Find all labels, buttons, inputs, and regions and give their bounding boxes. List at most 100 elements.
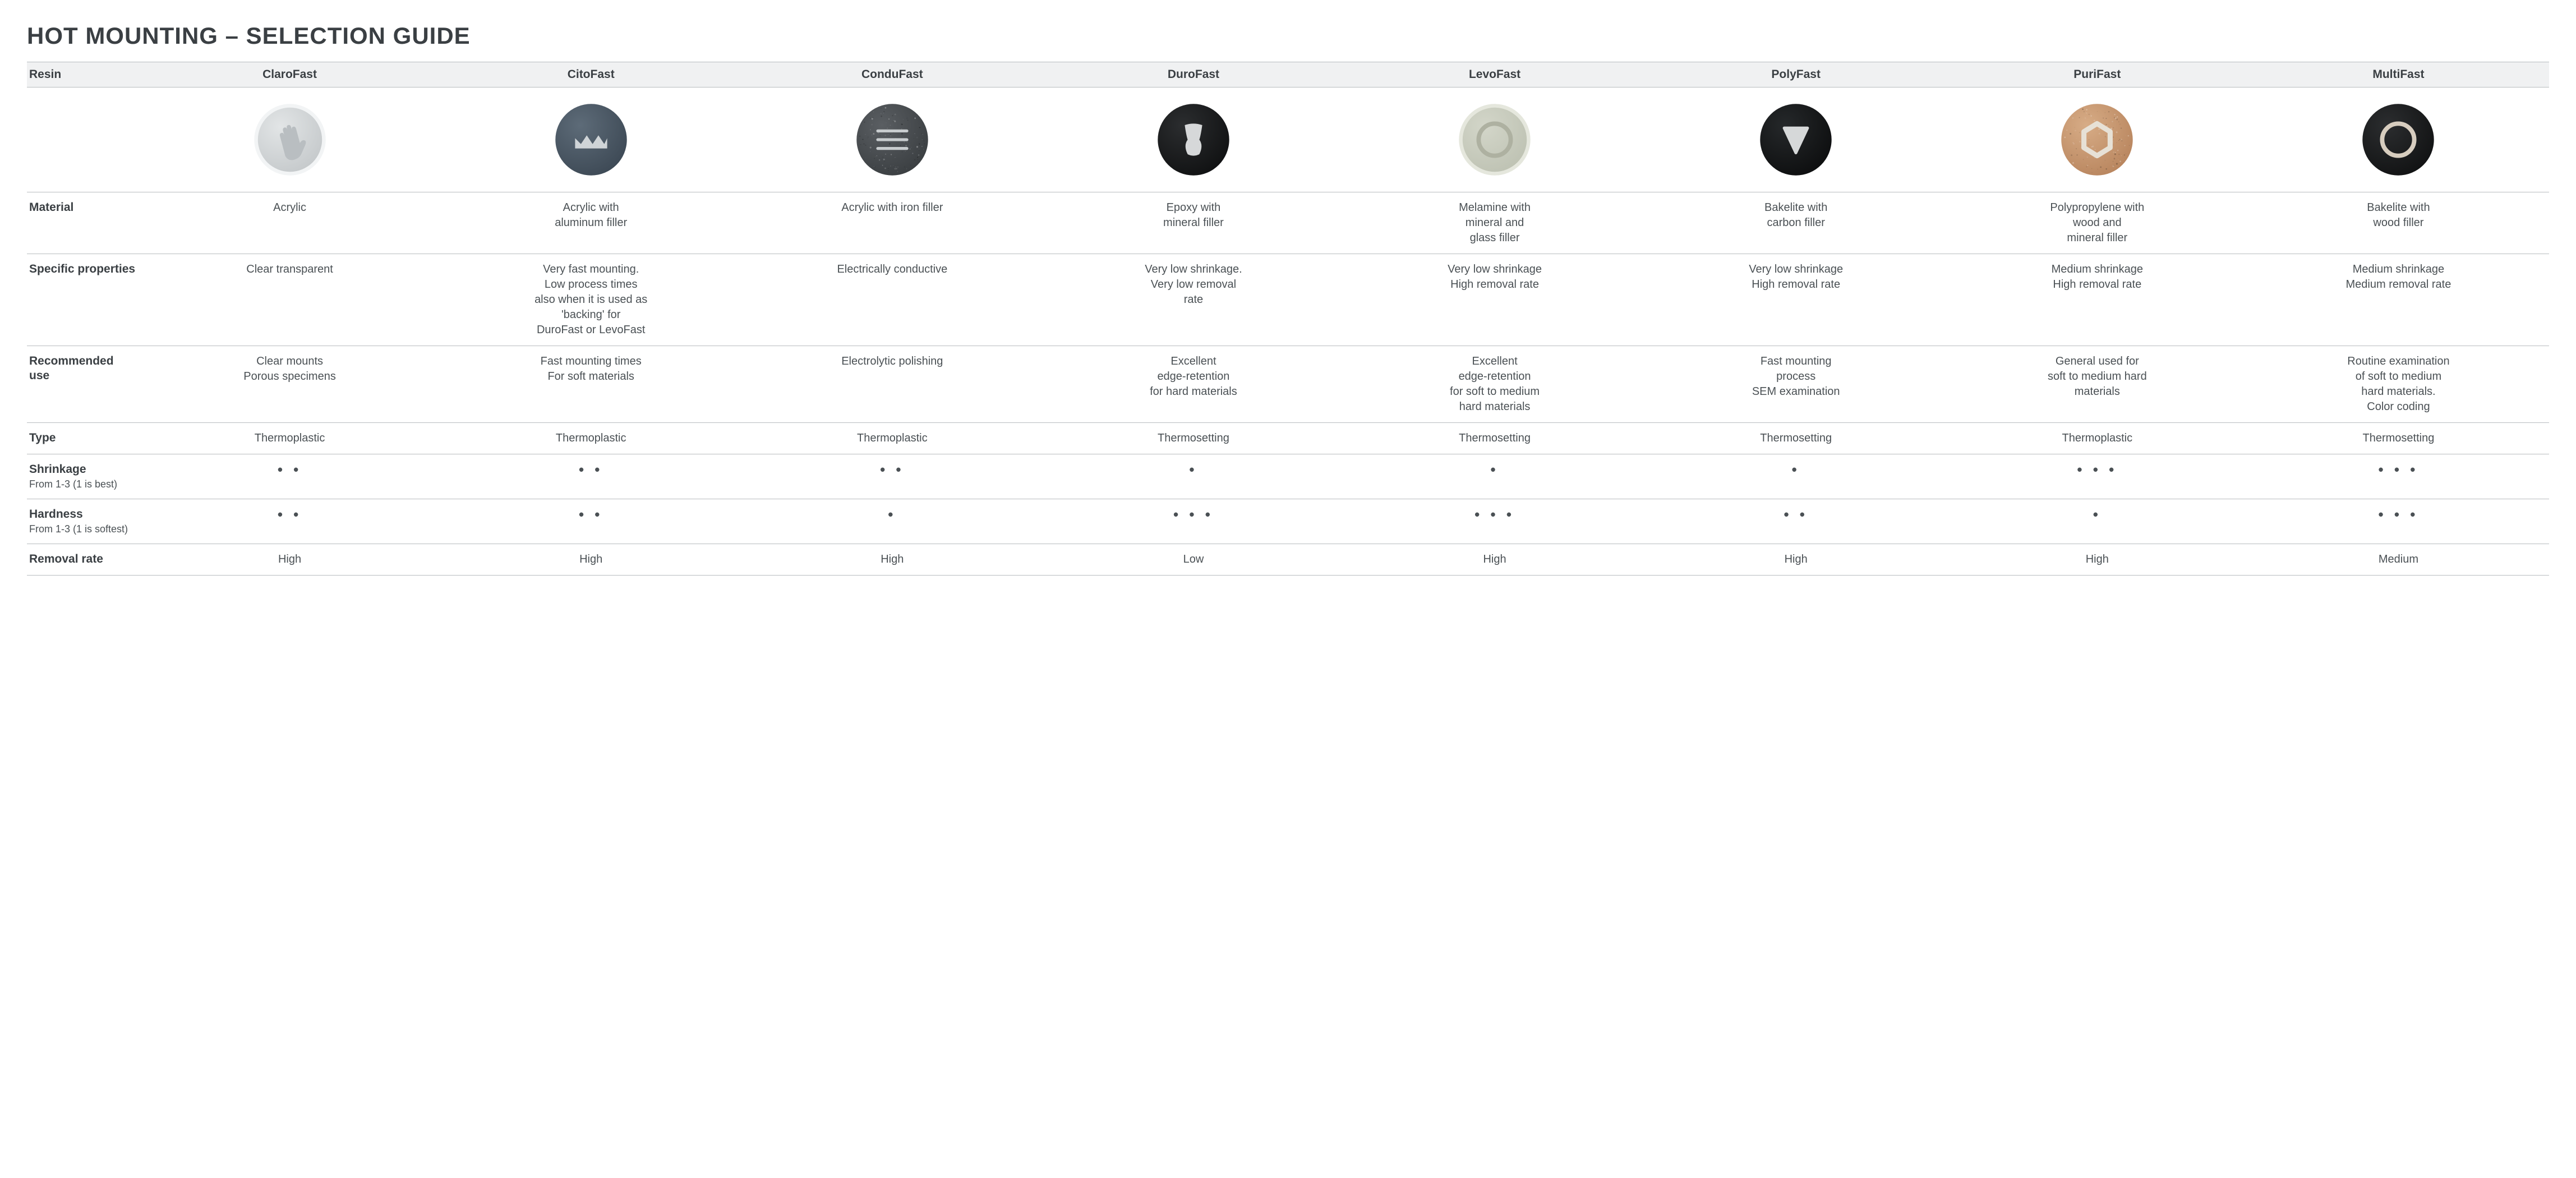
clarofast-disc-icon [254, 103, 326, 176]
row-label: HardnessFrom 1-3 (1 is softest) [27, 507, 139, 536]
column-header: PuriFast [1947, 66, 2248, 84]
table-cell: High [1344, 552, 1646, 567]
table-cell: Fast mounting times For soft materials [440, 354, 741, 384]
table-cell: Epoxy with mineral filler [1043, 200, 1344, 231]
table-row: Removal rateHighHighHighLowHighHighHighM… [27, 544, 2549, 576]
table-cell: • • [139, 462, 440, 479]
table-cell: • • [440, 507, 741, 524]
column-header: DuroFast [1043, 66, 1344, 84]
column-header: MultiFast [2248, 66, 2549, 84]
table-cell: Melamine with mineral and glass filler [1344, 200, 1646, 246]
row-label: Type [27, 431, 139, 445]
table-cell: Medium shrinkage High removal rate [1947, 262, 2248, 292]
rating-dots: • • • [2379, 461, 2419, 478]
table-cell: • • • [1043, 507, 1344, 524]
table-cell: • [1043, 462, 1344, 479]
table-cell: Acrylic with iron filler [741, 200, 1043, 215]
table-cell: Acrylic with aluminum filler [440, 200, 741, 231]
table-cell: • [1947, 507, 2248, 524]
table-cell: Thermoplastic [139, 431, 440, 446]
table-cell: • • [1646, 507, 1947, 524]
rating-dots: • [1491, 461, 1499, 478]
rating-dots: • • • [2077, 461, 2117, 478]
row-label: Recommended use [27, 354, 139, 384]
rating-dots: • [1792, 461, 1800, 478]
table-cell: Electrolytic polishing [741, 354, 1043, 369]
table-cell: Excellent edge-retention for soft to med… [1344, 354, 1646, 415]
table-cell: Clear mounts Porous specimens [139, 354, 440, 384]
table-row: Recommended useClear mounts Porous speci… [27, 346, 2549, 423]
table-cell: Thermoplastic [741, 431, 1043, 446]
rating-dots: • • • [1173, 506, 1214, 523]
column-header: ClaroFast [139, 66, 440, 84]
table-cell: Electrically conductive [741, 262, 1043, 277]
table-cell: High [1646, 552, 1947, 567]
column-header: LevoFast [1344, 66, 1646, 84]
row-sublabel: From 1-3 (1 is softest) [29, 523, 136, 536]
table-cell: Very fast mounting. Low process times al… [440, 262, 741, 338]
table-cell: High [440, 552, 741, 567]
table-cell: • [741, 507, 1043, 524]
table-row: HardnessFrom 1-3 (1 is softest) • • • • • • … [27, 499, 2549, 544]
multifast-disc-icon [2362, 103, 2435, 176]
column-header: PolyFast [1646, 66, 1947, 84]
table-cell: Bakelite with wood filler [2248, 200, 2549, 231]
table-cell: High [741, 552, 1043, 567]
table-cell: Thermosetting [1043, 431, 1344, 446]
table-row: MaterialAcrylicAcrylic with aluminum fil… [27, 192, 2549, 254]
columns-group-label: Resin [27, 66, 139, 84]
rating-dots: • • [278, 506, 302, 523]
table-cell: Thermosetting [2248, 431, 2549, 446]
table-cell: Very low shrinkage. Very low removal rat… [1043, 262, 1344, 307]
table-cell: Thermosetting [1344, 431, 1646, 446]
selection-guide-table: Resin ClaroFast CitoFast ConduFast DuroF… [27, 62, 2549, 576]
product-icon-cell [139, 98, 440, 182]
rating-dots: • • [880, 461, 904, 478]
table-cell: High [1947, 552, 2248, 567]
rating-dots: • [2093, 506, 2102, 523]
column-header: CitoFast [440, 66, 741, 84]
product-icon-cell [2248, 98, 2549, 182]
table-cell: • • • [2248, 507, 2549, 524]
table-cell: Medium [2248, 552, 2549, 567]
rating-dots: • • [1784, 506, 1808, 523]
row-label: Material [27, 200, 139, 215]
product-icon-row [27, 88, 2549, 192]
table-row: ShrinkageFrom 1-3 (1 is best) • • • • • • • •… [27, 454, 2549, 499]
table-cell: • • • [1947, 462, 2248, 479]
table-cell: Low [1043, 552, 1344, 567]
table-cell: • [1344, 462, 1646, 479]
table-cell: Very low shrinkage High removal rate [1646, 262, 1947, 292]
table-header-row: Resin ClaroFast CitoFast ConduFast DuroF… [27, 62, 2549, 88]
table-cell: Fast mounting process SEM examination [1646, 354, 1947, 399]
table-cell: • • [741, 462, 1043, 479]
table-cell: Routine examination of soft to medium ha… [2248, 354, 2549, 415]
row-label: Removal rate [27, 552, 139, 567]
table-cell: Thermoplastic [1947, 431, 2248, 446]
table-cell: • • [139, 507, 440, 524]
purifast-disc-icon [2061, 103, 2133, 176]
rating-dots: • • [579, 506, 603, 523]
polyfast-disc-icon [1759, 103, 1832, 176]
table-cell: Excellent edge-retention for hard materi… [1043, 354, 1344, 399]
table-cell: • [1646, 462, 1947, 479]
page-title: HOT MOUNTING – SELECTION GUIDE [27, 22, 2549, 49]
rating-dots: • • [579, 461, 603, 478]
rating-dots: • [888, 506, 896, 523]
table-cell: • • • [1344, 507, 1646, 524]
table-cell: • • [440, 462, 741, 479]
rating-dots: • • [278, 461, 302, 478]
table-cell: General used for soft to medium hard mat… [1947, 354, 2248, 399]
table-cell: Acrylic [139, 200, 440, 215]
row-label: ShrinkageFrom 1-3 (1 is best) [27, 462, 139, 491]
table-row: TypeThermoplasticThermoplasticThermoplas… [27, 423, 2549, 454]
table-cell: Medium shrinkage Medium removal rate [2248, 262, 2549, 292]
citofast-disc-icon [555, 103, 628, 176]
table-cell: Polypropylene with wood and mineral fill… [1947, 200, 2248, 246]
table-cell: Clear transparent [139, 262, 440, 277]
table-cell: • • • [2248, 462, 2549, 479]
product-icon-cell [440, 98, 741, 182]
table-cell: Thermosetting [1646, 431, 1947, 446]
row-sublabel: From 1-3 (1 is best) [29, 478, 136, 491]
table-cell: Bakelite with carbon filler [1646, 200, 1947, 231]
